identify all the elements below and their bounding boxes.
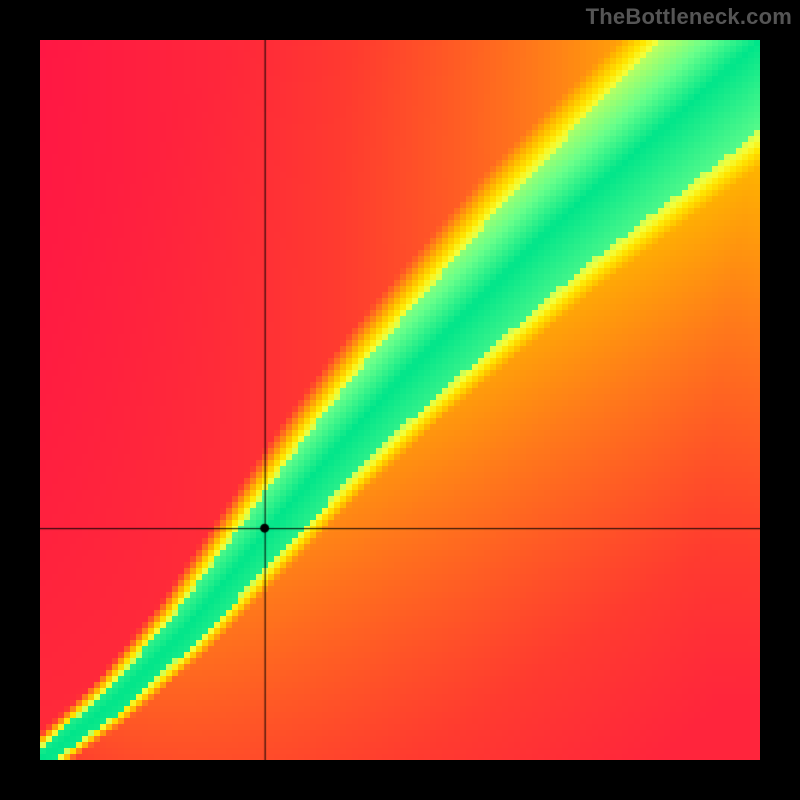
watermark-text: TheBottleneck.com	[586, 4, 792, 30]
bottleneck-heatmap	[40, 40, 760, 760]
crosshair-overlay	[40, 40, 760, 760]
